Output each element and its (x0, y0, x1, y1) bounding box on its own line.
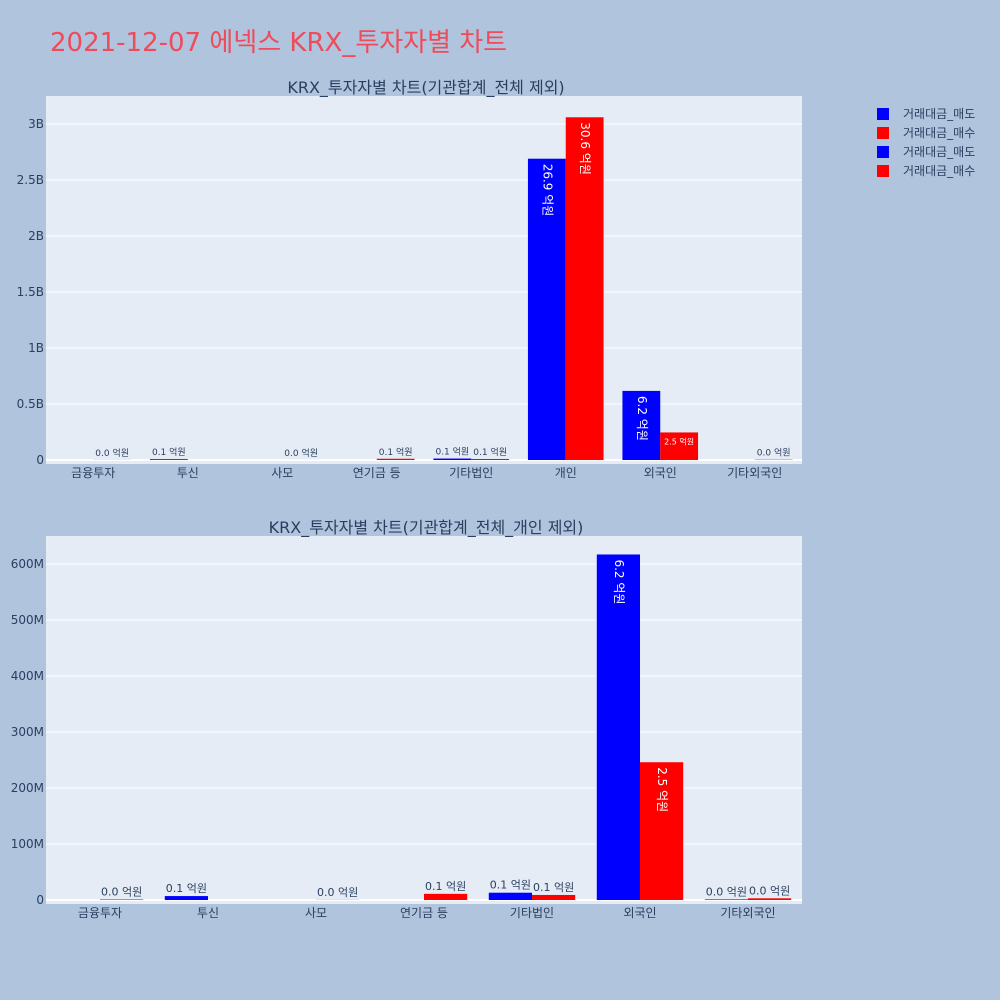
y-tick-label: 100M (11, 837, 44, 851)
y-tick-label: 0.5B (17, 397, 44, 411)
legend-label: 거래대금_매수 (903, 126, 975, 140)
bar (100, 899, 144, 900)
bar (748, 898, 792, 900)
bar-data-label: 6.2 억원 (635, 396, 649, 441)
bar (527, 158, 566, 460)
bar-data-label: 0.1 억원 (473, 446, 507, 458)
bar-data-label: 2.5 억원 (664, 436, 694, 446)
y-tick-label: 3B (28, 117, 44, 131)
legend-swatch (877, 165, 889, 177)
x-tick-label: 기타법인 (510, 906, 554, 920)
x-tick-label: 외국인 (644, 466, 677, 480)
x-tick-label: 외국인 (623, 906, 656, 920)
bar-data-label: 0.0 억원 (706, 885, 747, 898)
y-tick-label: 500M (11, 613, 44, 627)
bar-data-label: 0.1 억원 (533, 881, 574, 894)
x-tick-label: 기타외국인 (720, 906, 775, 920)
bar (532, 894, 576, 900)
y-tick-label: 300M (11, 725, 44, 739)
x-tick-label: 개인 (555, 466, 577, 480)
bar (164, 896, 208, 900)
x-tick-label: 연기금 등 (353, 466, 401, 480)
bar-data-label: 6.2 억원 (612, 559, 626, 604)
bar (704, 899, 748, 900)
bar (596, 554, 640, 900)
bar (376, 458, 415, 460)
bar-data-label: 0.0 억원 (101, 885, 142, 898)
x-tick-label: 연기금 등 (400, 906, 448, 920)
y-tick-label: 0 (36, 893, 44, 907)
y-tick-label: 600M (11, 557, 44, 571)
x-tick-label: 투신 (177, 466, 199, 480)
legend-label: 거래대금_매수 (903, 164, 975, 178)
bar-data-label: 30.6 억원 (578, 122, 592, 175)
x-tick-label: 금융투자 (78, 906, 122, 920)
y-tick-label: 2B (28, 229, 44, 243)
bar-data-label: 0.1 억원 (166, 882, 207, 895)
x-tick-label: 사모 (305, 906, 327, 920)
legend-label: 거래대금_매도 (903, 107, 975, 121)
bar-data-label: 0.1 억원 (152, 446, 186, 458)
y-tick-label: 200M (11, 781, 44, 795)
plot-background (46, 96, 802, 464)
bar-data-label: 0.0 억원 (757, 447, 791, 459)
x-tick-label: 사모 (271, 466, 293, 480)
bar (488, 892, 532, 900)
bar-data-label: 0.1 억원 (425, 880, 466, 893)
y-tick-label: 1.5B (17, 285, 44, 299)
y-tick-label: 0 (36, 453, 44, 467)
bar-data-label: 0.0 억원 (95, 447, 129, 459)
bar-data-label: 0.1 억원 (435, 446, 469, 458)
y-tick-label: 400M (11, 669, 44, 683)
bar (640, 762, 684, 900)
subplot-title: KRX_투자자별 차트(기관합계_전체 제외) (287, 78, 564, 98)
y-tick-label: 1B (28, 341, 44, 355)
x-tick-label: 기타외국인 (727, 466, 782, 480)
bar-data-label: 0.0 억원 (317, 886, 358, 899)
bar (622, 390, 661, 460)
bar-data-label: 0.1 억원 (490, 879, 531, 892)
bar (433, 458, 472, 460)
legend-swatch (877, 127, 889, 139)
chart-bottom: 0 100M 200M 300M 400M 500M 600M KRX_투자자별 차트(기관합… (11, 518, 802, 920)
bar (149, 459, 188, 460)
bar-data-label: 0.1 억원 (379, 446, 413, 458)
legend-label: 거래대금_매도 (903, 145, 975, 159)
x-tick-label: 금융투자 (71, 466, 115, 480)
plot-background (46, 536, 802, 904)
bar-data-label: 0.0 억원 (749, 884, 790, 897)
bar (660, 432, 699, 460)
bar (471, 458, 510, 460)
legend-swatch (877, 146, 889, 158)
page-title: 2021-12-07 에넥스 KRX_투자자별 차트 (50, 28, 508, 58)
legend-swatch (877, 108, 889, 120)
bar-data-label: 26.9 억원 (540, 164, 554, 217)
y-tick-label: 2.5B (17, 173, 44, 187)
subplot-title: KRX_투자자별 차트(기관합계_전체_개인 제외) (269, 518, 584, 538)
chart-top: 0 0.5B 1B 1.5B 2B 2.5B 3B KRX_투자자별 차트(기관합계_전체 제… (17, 78, 802, 480)
bar-data-label: 0.0 억원 (284, 447, 318, 459)
bar (424, 893, 468, 900)
x-tick-label: 투신 (197, 906, 219, 920)
bar (565, 117, 604, 460)
x-tick-label: 기타법인 (449, 466, 493, 480)
bar-data-label: 2.5 억원 (655, 767, 669, 812)
